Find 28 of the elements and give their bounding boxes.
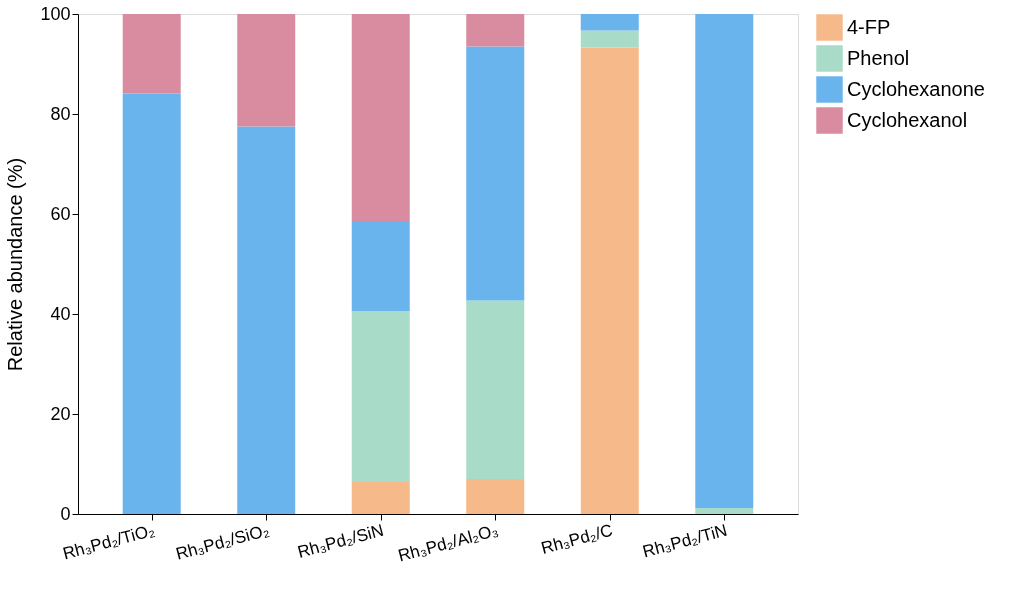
y-tick-label: 80: [50, 103, 71, 124]
bar: [466, 479, 525, 514]
bar: [580, 30, 639, 48]
bar: [122, 14, 181, 94]
bar: [695, 14, 754, 508]
y-tick-label: 60: [50, 203, 71, 224]
bar: [351, 14, 410, 221]
legend-label: Cyclohexanone: [847, 77, 985, 100]
bar: [351, 311, 410, 482]
bar: [122, 93, 181, 514]
legend-label: Phenol: [847, 46, 910, 69]
y-axis-title: Relative abundance (%): [4, 157, 27, 372]
bar: [351, 482, 410, 514]
legend-label: 4-FP: [847, 15, 891, 38]
y-tick-label: 100: [40, 3, 71, 24]
y-tick-label: 0: [60, 503, 71, 524]
bar: [580, 47, 639, 514]
bar: [466, 14, 525, 47]
bar: [695, 508, 754, 514]
legend-label: Cyclohexanol: [847, 108, 968, 131]
bar: [466, 300, 525, 479]
bar: [237, 14, 296, 127]
bar: [466, 46, 525, 301]
bar: [237, 126, 296, 514]
y-tick-label: 20: [50, 403, 71, 424]
bar: [351, 221, 410, 311]
y-tick-label: 40: [50, 303, 71, 324]
bar: [580, 14, 639, 31]
